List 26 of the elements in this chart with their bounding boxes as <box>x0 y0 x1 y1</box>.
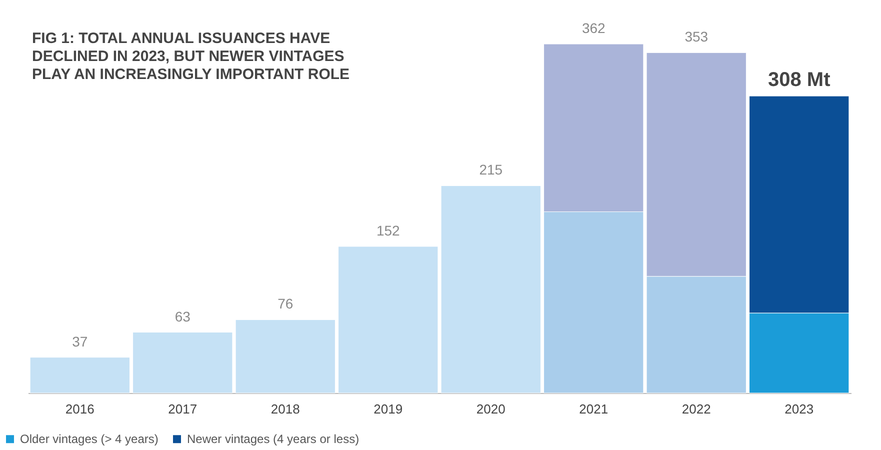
x-tick-label: 2021 <box>579 402 608 416</box>
bar <box>440 185 541 394</box>
legend-label: Newer vintages (4 years or less) <box>187 432 360 446</box>
data-label: 152 <box>376 222 400 238</box>
total-label: 362 <box>582 20 606 36</box>
data-label: 37 <box>72 333 88 350</box>
bar <box>338 246 438 394</box>
text: DECLINED IN 2023, BUT NEWER VINTAGES <box>32 48 344 65</box>
data-label: 215 <box>479 162 503 178</box>
bar <box>132 332 233 394</box>
bar <box>30 357 130 394</box>
x-tick-label: 2018 <box>270 402 300 416</box>
x-tick-label: 2016 <box>65 402 94 416</box>
x-tick-label: 2022 <box>682 402 711 416</box>
data-label: 63 <box>174 308 191 324</box>
total-label: 308 Mt <box>768 69 831 92</box>
bar <box>235 319 336 394</box>
data-label: 76 <box>278 296 294 312</box>
legend-label: Older vintages (> 4 years) <box>20 432 158 446</box>
x-tick-label: 2019 <box>374 402 403 416</box>
total-label: 353 <box>684 28 708 45</box>
x-tick-label: 2023 <box>784 402 814 416</box>
text: PLAY AN INCREASINGLY IMPORTANT ROLE <box>32 66 350 83</box>
x-tick-label: 2020 <box>476 402 506 416</box>
text: FIG 1: TOTAL ANNUAL ISSUANCES HAVE <box>32 30 330 47</box>
x-tick-label: 2017 <box>168 402 198 416</box>
